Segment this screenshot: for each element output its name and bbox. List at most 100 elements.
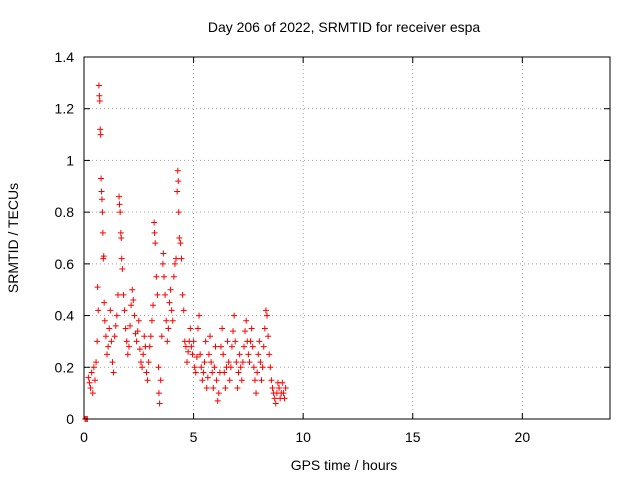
data-point: [221, 369, 228, 376]
data-point: [152, 240, 159, 247]
data-point: [133, 338, 140, 345]
data-point: [204, 374, 211, 381]
data-point: [200, 369, 207, 376]
data-point: [254, 369, 261, 376]
data-points: [82, 82, 289, 422]
data-point: [116, 193, 123, 200]
data-point: [215, 390, 222, 397]
data-point: [124, 351, 131, 358]
data-point: [96, 92, 103, 99]
data-point: [95, 307, 102, 314]
plot-frame: [83, 56, 611, 420]
y-tick-label: 1.4: [55, 49, 75, 65]
data-point: [249, 343, 256, 350]
data-point: [269, 384, 276, 391]
x-tick-label: 0: [80, 429, 88, 445]
data-point: [110, 369, 117, 376]
data-point: [255, 351, 262, 358]
data-point: [188, 343, 195, 350]
data-point: [127, 322, 134, 329]
data-point: [141, 333, 148, 340]
y-tick-label: 1: [66, 152, 74, 168]
data-point: [125, 343, 132, 350]
x-tick-label: 10: [295, 429, 311, 445]
data-point: [211, 364, 218, 371]
data-point: [112, 322, 119, 329]
data-point: [167, 286, 174, 293]
data-point: [105, 343, 112, 350]
data-point: [160, 250, 167, 257]
data-point: [266, 351, 273, 358]
data-point: [157, 377, 164, 384]
data-point: [175, 178, 182, 185]
data-point: [101, 317, 108, 324]
data-point: [87, 384, 94, 391]
data-point: [281, 395, 288, 402]
data-point: [107, 307, 114, 314]
data-point: [264, 312, 271, 319]
data-point: [158, 333, 165, 340]
data-point: [143, 369, 150, 376]
data-point: [106, 325, 113, 332]
data-point: [108, 338, 115, 345]
data-point: [177, 240, 184, 247]
data-point: [173, 255, 180, 262]
data-point: [248, 325, 255, 332]
data-point: [190, 338, 197, 345]
data-point: [201, 359, 208, 366]
data-point: [122, 325, 129, 332]
data-point: [99, 209, 106, 216]
data-point: [203, 384, 210, 391]
data-point: [226, 377, 233, 384]
data-point: [100, 253, 107, 260]
data-point: [233, 359, 240, 366]
data-point: [98, 175, 105, 182]
data-point: [98, 188, 105, 195]
data-point: [243, 317, 250, 324]
data-point: [118, 255, 125, 262]
data-point: [93, 359, 100, 366]
data-point: [261, 325, 268, 332]
x-tick-label: 20: [515, 429, 531, 445]
data-point: [88, 369, 95, 376]
y-tick-label: 0.8: [55, 204, 75, 220]
data-point: [209, 369, 216, 376]
data-point: [224, 338, 231, 345]
data-point: [267, 364, 274, 371]
data-point: [95, 82, 102, 89]
data-point: [214, 397, 221, 404]
data-point: [113, 312, 120, 319]
data-point: [178, 255, 185, 262]
data-point: [175, 209, 182, 216]
data-point: [279, 379, 286, 386]
data-point: [86, 379, 93, 386]
data-point: [166, 299, 173, 306]
data-point: [168, 307, 175, 314]
x-tick-label: 5: [190, 429, 198, 445]
data-point: [98, 196, 105, 203]
data-point: [219, 325, 226, 332]
data-point: [258, 377, 265, 384]
data-point: [268, 377, 275, 384]
data-point: [251, 377, 258, 384]
data-point: [129, 286, 136, 293]
data-point: [139, 364, 146, 371]
data-point: [96, 97, 103, 104]
data-point: [202, 338, 209, 345]
data-point: [257, 359, 264, 366]
data-point: [120, 291, 127, 298]
data-point: [131, 312, 138, 319]
data-point: [198, 364, 205, 371]
y-tick-label: 0: [66, 411, 74, 427]
data-point: [91, 377, 98, 384]
data-point: [179, 291, 186, 298]
data-point: [118, 235, 125, 241]
data-point: [187, 325, 194, 332]
data-point: [182, 343, 189, 350]
data-point: [170, 273, 177, 280]
data-point: [97, 126, 104, 133]
data-point: [259, 364, 266, 371]
data-point: [151, 219, 158, 226]
data-point: [282, 384, 289, 391]
data-point: [240, 343, 247, 350]
